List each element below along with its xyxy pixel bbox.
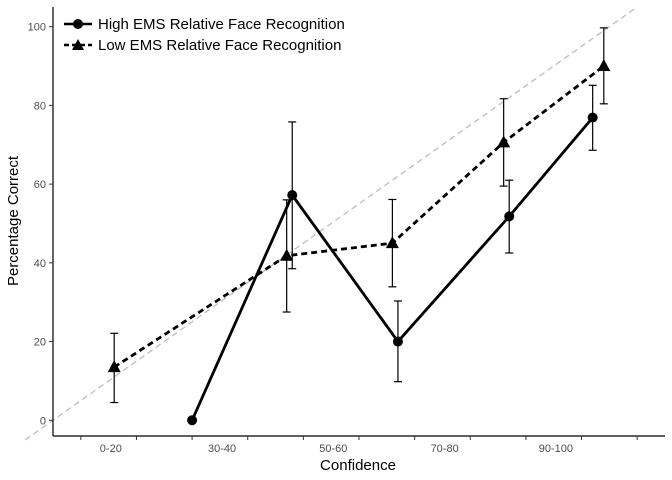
legend-swatch-low-ems-marker	[72, 39, 84, 50]
data-point	[280, 248, 294, 261]
legend-item-low-ems: Low EMS Relative Face Recognition	[64, 37, 341, 54]
data-point	[597, 59, 611, 72]
data-point	[107, 360, 121, 373]
data-point	[385, 236, 399, 249]
x-tick-label: 30-40	[208, 443, 236, 455]
series-layer	[107, 27, 611, 426]
legend-swatch-high-ems-marker	[73, 19, 83, 29]
data-point	[504, 211, 515, 222]
x-ticks: 0-20 30-40 50-60 70-80 90-100	[80, 436, 638, 455]
y-axis-title: Percentage Correct	[5, 155, 22, 286]
y-tick-label: 0	[40, 415, 46, 427]
x-tick-label: 90-100	[539, 443, 573, 455]
x-tick-label: 0-20	[100, 443, 122, 455]
y-tick-label: 100	[28, 22, 46, 34]
x-tick-label: 70-80	[431, 443, 459, 455]
y-tick-label: 60	[34, 179, 46, 191]
data-point	[187, 415, 198, 426]
data-point	[497, 135, 511, 148]
y-tick-label: 40	[34, 258, 46, 270]
x-axis-title: Confidence	[320, 457, 396, 474]
y-tick-label: 80	[34, 100, 46, 112]
data-point	[287, 190, 298, 201]
y-ticks: 0 20 40 60 80 100	[28, 22, 53, 427]
reference-diagonal-line	[24, 6, 638, 441]
series-high-ems	[187, 84, 598, 426]
legend-label-high-ems: High EMS Relative Face Recognition	[98, 16, 345, 33]
legend: High EMS Relative Face Recognition Low E…	[64, 16, 345, 54]
data-point	[392, 336, 403, 347]
legend-label-low-ems: Low EMS Relative Face Recognition	[98, 37, 341, 54]
reference-line-layer	[24, 6, 638, 441]
series-low-ems	[107, 27, 611, 404]
y-tick-label: 20	[34, 337, 46, 349]
data-point	[587, 112, 598, 123]
legend-item-high-ems: High EMS Relative Face Recognition	[64, 16, 345, 33]
axes	[52, 7, 665, 437]
x-tick-label: 50-60	[319, 443, 347, 455]
series-line	[113, 64, 605, 369]
